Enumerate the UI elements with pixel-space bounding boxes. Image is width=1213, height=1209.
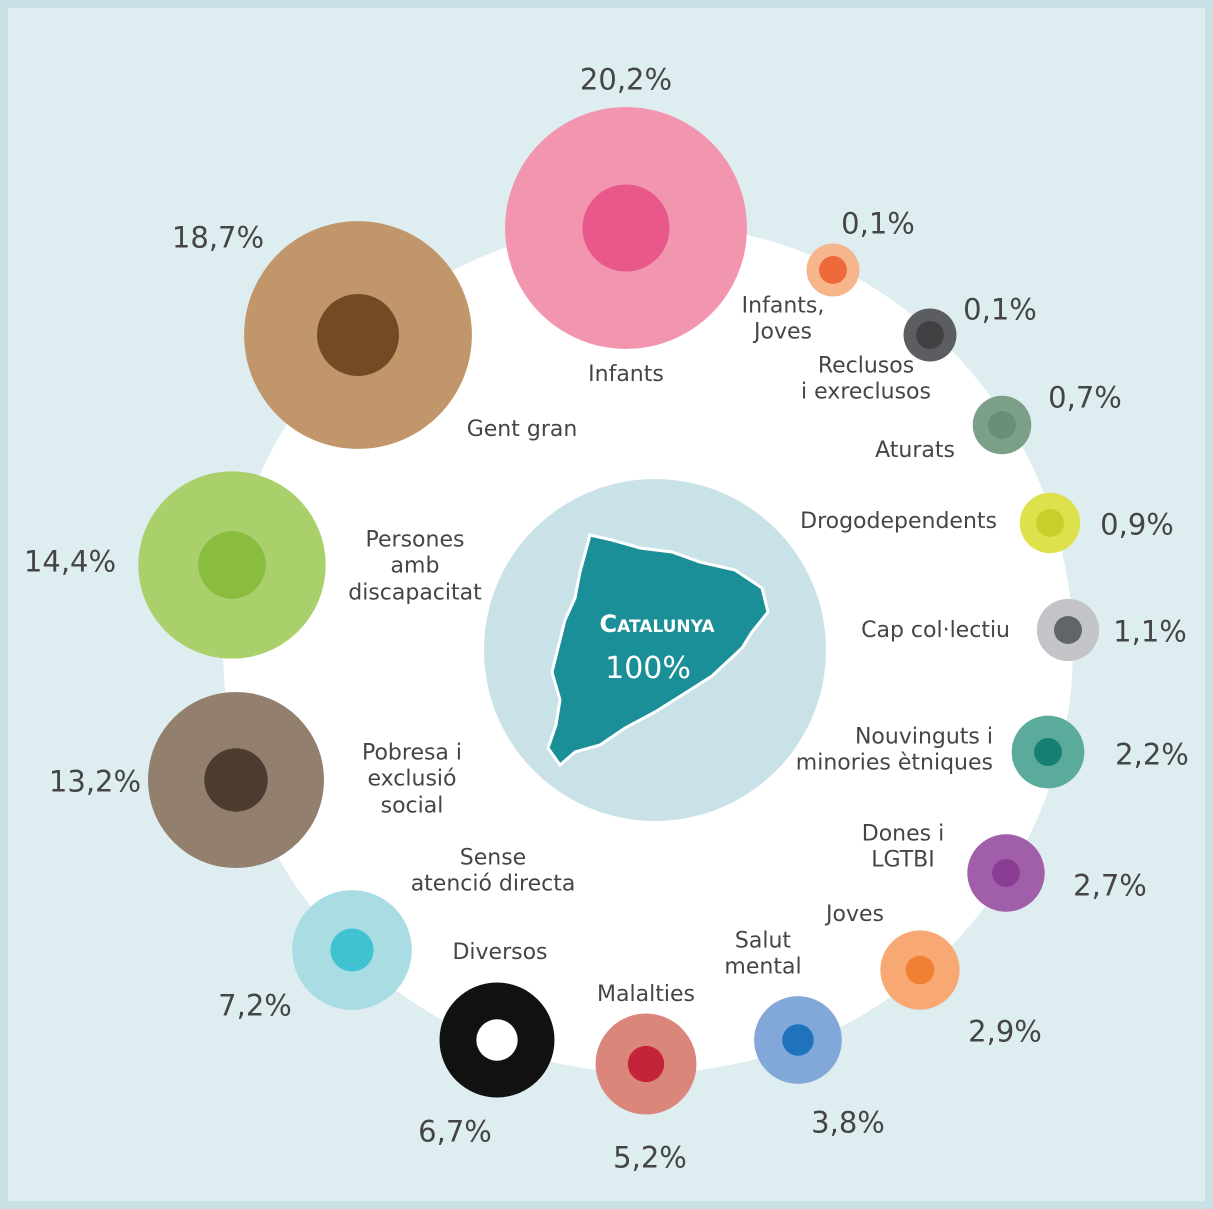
category-label: Dones i LGTBI: [861, 821, 945, 873]
category-label: Diversos: [452, 939, 548, 965]
icon: [905, 955, 935, 985]
value-label: 18,7%: [171, 220, 265, 255]
value-label: 3,8%: [811, 1105, 885, 1140]
category-label: Infants, Joves: [741, 293, 825, 345]
icon: [476, 1019, 518, 1061]
icon: [988, 411, 1016, 439]
value-label: 0,1%: [963, 292, 1037, 327]
icon: [1054, 616, 1082, 644]
value-label: 13,2%: [48, 764, 142, 799]
center-value: 100%: [605, 651, 691, 686]
icon: [1034, 738, 1062, 766]
value-label: 2,9%: [968, 1014, 1042, 1049]
icon: [330, 928, 374, 972]
value-label: 14,4%: [23, 544, 117, 579]
value-label: 6,7%: [418, 1114, 492, 1149]
category-label: Salut mental: [724, 928, 802, 980]
category-label: Joves: [826, 901, 884, 927]
value-label: 2,7%: [1073, 868, 1147, 903]
icon: [1036, 509, 1064, 537]
value-label: 1,1%: [1113, 614, 1187, 649]
icon: [198, 531, 266, 599]
value-label: 0,1%: [841, 206, 915, 241]
icon: [916, 321, 944, 349]
center-label: Catalunya: [600, 610, 716, 638]
category-label: Pobresa i exclusió social: [361, 740, 463, 819]
icon: [316, 293, 400, 377]
category-label: Reclusos i exreclusos: [801, 353, 931, 405]
value-label: 2,2%: [1115, 737, 1189, 772]
icon: [782, 1024, 814, 1056]
icon: [204, 748, 268, 812]
map: [546, 533, 770, 768]
value-label: 5,2%: [613, 1140, 687, 1175]
category-label: Aturats: [875, 437, 955, 463]
icon: [992, 859, 1020, 887]
icon: [819, 256, 847, 284]
icon: [627, 1045, 665, 1083]
category-label: Persones amb discapacitat: [348, 527, 482, 606]
icon: [582, 184, 670, 272]
category-label: Malalties: [597, 981, 695, 1007]
value-label: 0,7%: [1048, 380, 1122, 415]
category-label: Gent gran: [466, 416, 578, 442]
value-label: 0,9%: [1100, 507, 1174, 542]
category-label: Infants: [588, 361, 664, 387]
category-label: Drogodependents: [800, 508, 997, 534]
category-label: Nouvinguts i minories ètniques: [795, 724, 993, 776]
value-label: 20,2%: [579, 62, 673, 97]
category-label: Cap col·lectiu: [861, 617, 1010, 643]
category-label: Sense atenció directa: [410, 845, 576, 897]
value-label: 7,2%: [218, 988, 292, 1023]
